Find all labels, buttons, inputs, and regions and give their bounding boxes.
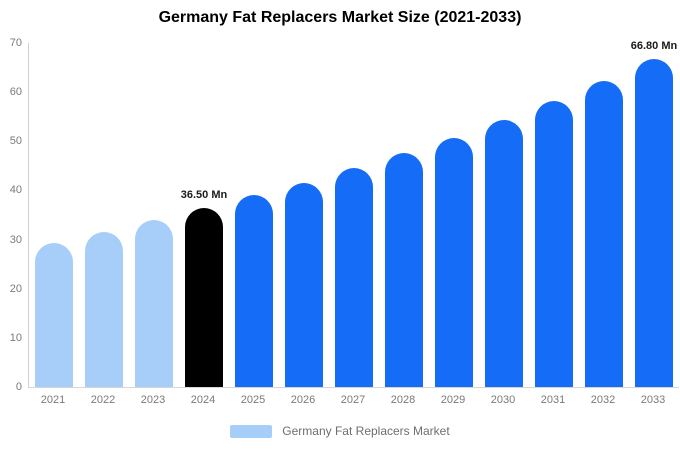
- chart-title: Germany Fat Replacers Market Size (2021-…: [158, 9, 522, 26]
- x-tick-label-2030: 2030: [490, 394, 516, 406]
- bar-slot: [479, 43, 529, 387]
- x-tick-label-2032: 2032: [590, 394, 616, 406]
- bar-2032[interactable]: [585, 81, 623, 387]
- x-tick-label-2026: 2026: [290, 394, 316, 406]
- bar-2025[interactable]: [235, 195, 273, 387]
- y-tick-label: 70: [9, 37, 22, 49]
- x-tick-label-2031: 2031: [540, 394, 566, 406]
- x-tick-label-2028: 2028: [390, 394, 416, 406]
- bars-row: 36.50 Mn 66.80 Mn: [29, 39, 679, 387]
- x-tick-label-2024: 2024: [190, 394, 216, 406]
- plot-area: 36.50 Mn 66.80 Mn: [28, 39, 679, 388]
- y-axis: 0 10 20 30 40 50 60 70: [0, 0, 22, 450]
- bar-slot: [279, 43, 329, 387]
- bar-2027[interactable]: [335, 168, 373, 387]
- bar-2023[interactable]: [135, 220, 173, 387]
- bar-2029[interactable]: [435, 137, 473, 387]
- bar-2022[interactable]: [85, 231, 123, 387]
- bar-slot: [579, 43, 629, 387]
- x-tick-label-2021: 2021: [40, 394, 66, 406]
- x-tick-label-2023: 2023: [140, 394, 166, 406]
- bar-slot: [129, 43, 179, 387]
- y-tick-label: 10: [9, 331, 22, 344]
- x-tick-label-2029: 2029: [440, 394, 466, 406]
- x-tick-label-2022: 2022: [90, 394, 116, 406]
- bar-2024[interactable]: [185, 207, 223, 387]
- bar-slot: 36.50 Mn: [179, 43, 229, 387]
- bar-2033[interactable]: [635, 58, 673, 387]
- bar-2021[interactable]: [35, 242, 73, 387]
- bar-2030[interactable]: [485, 120, 523, 387]
- x-axis: 2021 2022 2023 2024 2025 2026 2027 2028 2029 2030…: [28, 394, 678, 406]
- bar-slot: 66.80 Mn: [629, 39, 679, 387]
- y-tick-label: 30: [9, 233, 22, 246]
- x-tick-label-2033: 2033: [640, 394, 666, 406]
- x-tick-label-2027: 2027: [340, 394, 366, 406]
- y-tick-label: 0: [15, 381, 22, 393]
- y-tick-label: 50: [9, 135, 22, 148]
- bar-slot: [429, 43, 479, 387]
- y-tick-label: 20: [9, 282, 22, 295]
- bar-value-label-2033: 66.80 Mn: [630, 39, 678, 52]
- x-tick-label-2025: 2025: [240, 394, 266, 406]
- legend-label: Germany Fat Replacers Market: [282, 424, 450, 438]
- bar-slot: [529, 43, 579, 387]
- legend-swatch-icon: [230, 424, 273, 438]
- bar-value-label-2024: 36.50 Mn: [180, 188, 228, 201]
- bar-slot: [79, 43, 129, 387]
- bar-slot: [229, 43, 279, 387]
- bar-slot: [379, 43, 429, 387]
- bar-2031[interactable]: [535, 101, 573, 387]
- y-tick-label: 40: [9, 184, 22, 197]
- bar-2028[interactable]: [385, 153, 423, 387]
- bar-slot: [29, 43, 79, 387]
- legend-item[interactable]: Germany Fat Replacers Market: [0, 424, 680, 438]
- y-tick-label: 60: [9, 86, 22, 99]
- bar-2026[interactable]: [285, 182, 323, 387]
- bar-slot: [329, 43, 379, 387]
